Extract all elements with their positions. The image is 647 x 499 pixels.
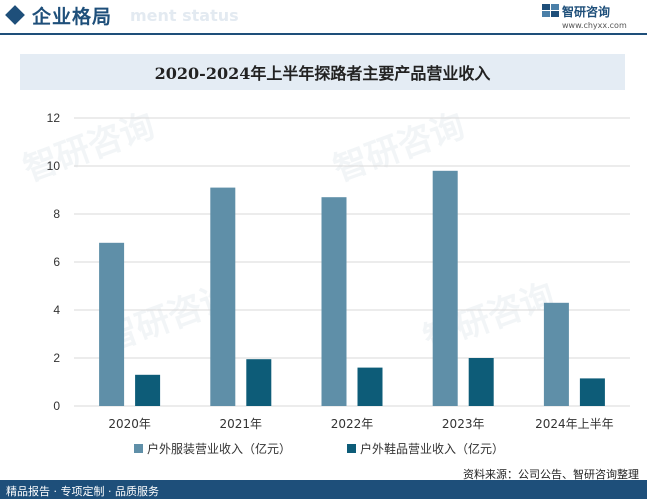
bar [321, 197, 347, 406]
legend-swatch [134, 444, 143, 453]
x-tick-label: 2020年 [108, 417, 151, 431]
y-tick-label: 2 [53, 351, 60, 365]
x-tick-label: 2024年上半年 [535, 417, 614, 431]
section-subtitle: ment status [130, 6, 239, 25]
bar [210, 187, 236, 406]
header-rule [0, 33, 647, 35]
footer-bar: 精品报告 · 专项定制 · 品质服务 [0, 480, 647, 499]
x-tick-label: 2021年 [220, 417, 263, 431]
legend-label: 户外服装营业收入（亿元） [147, 441, 291, 456]
section-title: 企业格局 [32, 6, 113, 28]
footer-tagline: 精品报告 · 专项定制 · 品质服务 [6, 485, 159, 498]
brand: 智研咨询 www.chyxx.com [540, 3, 635, 35]
chart-title-bar: 2020-2024年上半年探路者主要产品营业收入 [20, 54, 625, 90]
y-tick-label: 8 [53, 207, 60, 221]
brand-logo-icon [542, 4, 559, 17]
source-note: 资料来源：公司公告、智研咨询整理 [463, 468, 639, 481]
bar [357, 367, 383, 406]
bar [468, 358, 494, 406]
bar [135, 374, 161, 406]
bar [543, 302, 569, 406]
legend-swatch [347, 444, 356, 453]
y-tick-label: 6 [53, 255, 60, 269]
bar [99, 242, 125, 406]
y-tick-label: 12 [47, 111, 61, 125]
diamond-icon [5, 5, 25, 25]
brand-name: 智研咨询 [562, 5, 611, 19]
bar [579, 378, 605, 406]
bar-chart: 0 2 4 6 8 10 12 2020年 2021年 2022年 2023年 2024年上半年户外服… [0, 100, 647, 460]
bar [432, 170, 458, 406]
x-tick-label: 2022年 [331, 417, 374, 431]
bar [246, 359, 272, 406]
y-tick-label: 4 [53, 303, 60, 317]
y-tick-label: 10 [47, 159, 61, 173]
x-tick-label: 2023年 [442, 417, 485, 431]
legend-label: 户外鞋品营业收入（亿元） [360, 441, 504, 456]
header: 企业格局 ment status 智研咨询 www.chyxx.com [0, 0, 647, 35]
chart-svg: 0 2 4 6 8 10 12 2020年 2021年 2022年 2023年 2024年上半年户外服… [47, 111, 630, 456]
chart-title: 2020-2024年上半年探路者主要产品营业收入 [154, 64, 491, 83]
y-tick-label: 0 [53, 399, 60, 413]
brand-url: www.chyxx.com [562, 21, 627, 30]
